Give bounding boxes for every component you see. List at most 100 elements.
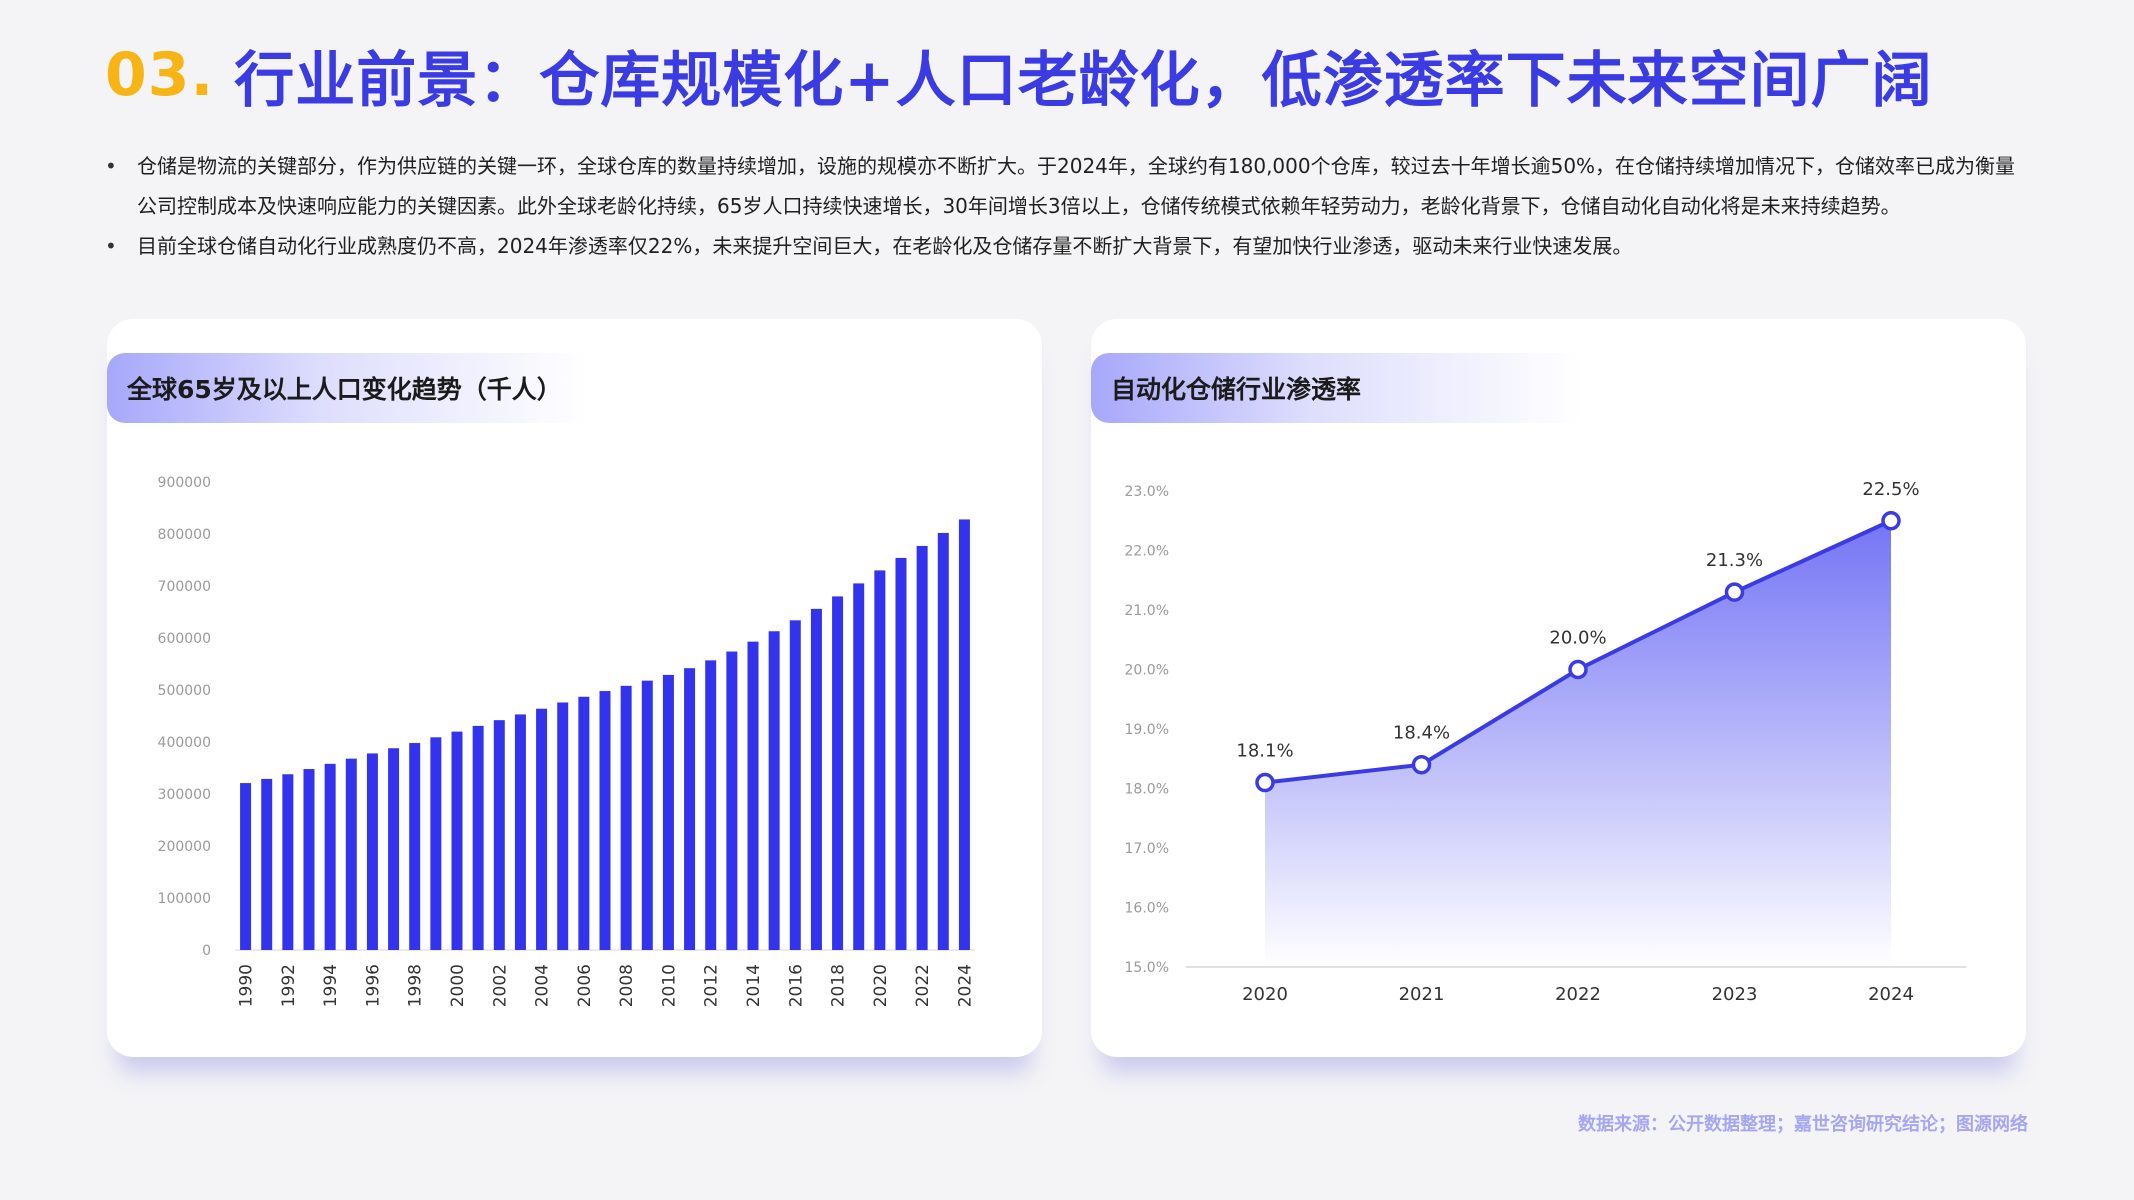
x-tick-label: 2022 [1555,984,1601,1005]
population-chart-title: 全球65岁及以上人口变化趋势（千人） [107,353,587,423]
bar [303,769,315,950]
bar [514,714,526,950]
penetration-chart-card: 自动化仓储行业渗透率 15.0% 16.0% 17.0% 18.0% 19.0% 20.0… [1091,319,2026,1057]
data-point [1255,772,1275,793]
x-tick-label: 2004 [533,964,553,1007]
area-fill [1265,520,1891,967]
title-text: 行业前景：仓库规模化+人口老龄化，低渗透率下未来空间广阔 [234,45,1933,116]
bar [599,691,611,950]
y-tick-label: 21.0% [1125,603,1169,619]
data-label: 22.5% [1862,479,1919,500]
bar [324,763,336,950]
bar [832,596,844,950]
y-tick-label: 20.0% [1125,663,1169,679]
bar [430,737,442,950]
bullet-item: 目前全球仓储自动化行业成熟度仍不高，2024年渗透率仅22%，未来提升空间巨大，… [105,226,2030,266]
data-point [1568,659,1588,680]
x-tick-label: 2012 [702,964,722,1007]
bar [366,753,378,950]
bar [726,651,738,950]
x-tick-label: 2016 [786,964,806,1007]
y-tick-label: 19.0% [1125,722,1169,738]
y-tick-label: 18.0% [1125,782,1169,798]
bar [789,620,801,950]
x-tick-label: 2020 [1242,984,1288,1005]
data-label: 21.3% [1706,550,1763,571]
bar [810,608,822,950]
bar [937,532,949,950]
x-tick-label: 2024 [955,964,975,1007]
bar [282,774,294,950]
population-bar-chart: 0 100000 200000 300000 400000 500000 600000 700… [158,475,976,1007]
bar [345,758,357,950]
y-tick-label: 600000 [158,631,211,647]
y-tick-label: 400000 [158,735,211,751]
bar [895,557,907,950]
y-tick-label: 300000 [158,787,211,803]
bar [768,631,780,950]
bar [916,545,928,950]
bar [620,685,632,950]
bar [240,783,252,950]
y-tick-label: 100000 [158,891,211,907]
bar [641,680,653,950]
population-chart-card: 全球65岁及以上人口变化趋势（千人） 0 100000 200000 300000 40… [107,319,1042,1057]
bar [958,519,970,950]
bar [874,570,886,950]
y-tick-label: 16.0% [1125,901,1169,917]
y-tick-label: 17.0% [1125,841,1169,857]
x-tick-label: 1996 [363,964,383,1007]
x-tick-label: 2021 [1399,984,1445,1005]
data-label: 18.1% [1236,741,1293,762]
bar [261,778,273,950]
y-tick-label: 700000 [158,579,211,595]
y-tick-label: 900000 [158,475,211,491]
bar [578,696,590,950]
y-tick-label: 500000 [158,683,211,699]
bullet-list: 仓储是物流的关键部分，作为供应链的关键一环，全球仓库的数量持续增加，设施的规模亦… [105,146,2030,266]
x-tick-label: 2020 [871,964,891,1007]
bar [662,674,674,950]
section-number: 03. [105,40,215,110]
bullet-item: 仓储是物流的关键部分，作为供应链的关键一环，全球仓库的数量持续增加，设施的规模亦… [105,146,2030,226]
x-tick-label: 1998 [406,964,426,1007]
x-tick-label: 2010 [659,964,679,1007]
bar [705,660,717,950]
x-tick-label: 2018 [829,964,849,1007]
bar [451,731,463,950]
x-tick-label: 2006 [575,964,595,1007]
x-tick-label: 1994 [321,964,341,1007]
data-point [1881,511,1901,531]
data-label: 20.0% [1549,628,1606,649]
bar [472,725,484,950]
bar [536,708,548,950]
x-tick-label: 2022 [913,964,933,1007]
x-tick-label: 1992 [279,964,299,1007]
bar [684,668,696,950]
x-tick-label: 2008 [617,964,637,1007]
bar [557,702,569,950]
x-tick-label: 1990 [237,964,257,1007]
bar [853,583,865,950]
x-tick-label: 2024 [1868,984,1914,1005]
data-point [1724,582,1745,602]
page-title: 03. 行业前景：仓库规模化+人口老龄化，低渗透率下未来空间广阔 [105,30,1933,120]
y-tick-label: 0 [202,943,211,959]
y-tick-label: 200000 [158,839,211,855]
data-point [1411,754,1432,775]
penetration-area-chart: 15.0% 16.0% 17.0% 18.0% 19.0% 20.0% 21.0% 22.0%… [1125,479,1966,1005]
penetration-chart-title: 自动化仓储行业渗透率 [1091,353,1581,423]
x-tick-label: 2014 [744,964,764,1007]
data-source-note: 数据来源：公开数据整理；嘉世咨询研究结论；图源网络 [1578,1114,2028,1135]
x-tick-label: 2000 [448,964,468,1007]
y-tick-label: 15.0% [1125,960,1169,976]
bar [409,743,421,950]
data-label: 18.4% [1393,723,1450,744]
x-tick-label: 2002 [490,964,510,1007]
x-tick-label: 2023 [1712,984,1758,1005]
bar [493,720,505,950]
y-tick-label: 23.0% [1125,484,1169,500]
y-tick-label: 800000 [158,527,211,543]
bar [747,641,759,950]
bar [388,748,400,950]
